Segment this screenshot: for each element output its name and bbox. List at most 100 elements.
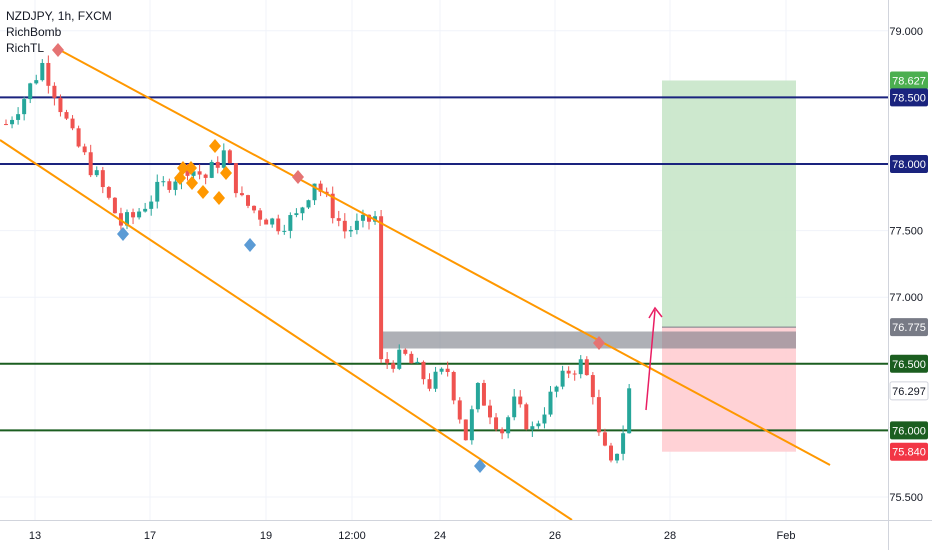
candle-body <box>572 373 577 375</box>
candle-body <box>4 124 8 126</box>
candle <box>488 399 492 425</box>
candle-body <box>560 370 565 387</box>
price-label-box <box>890 88 928 107</box>
price-label-support: 76.000 <box>890 421 928 440</box>
candle <box>342 213 347 239</box>
candle <box>239 186 244 197</box>
candle <box>4 119 8 126</box>
candle-body <box>276 218 281 232</box>
candle-body <box>10 119 15 125</box>
candle-body <box>475 382 480 410</box>
candle <box>282 224 287 235</box>
price-label-text: 78.627 <box>892 75 926 87</box>
price-label-box <box>890 354 928 373</box>
candle-body <box>439 368 444 372</box>
candle-body <box>143 208 148 212</box>
candle <box>76 125 81 148</box>
candle <box>548 386 553 417</box>
candle-body <box>137 211 142 218</box>
price-label-last: 76.297 <box>889 381 929 401</box>
candle-body <box>391 363 396 369</box>
candle <box>294 208 299 218</box>
candle <box>167 178 172 193</box>
candle-body <box>602 432 607 446</box>
candle <box>481 379 486 406</box>
candle-body <box>227 150 232 164</box>
time-tick-label: 26 <box>549 530 561 542</box>
price-tick-label: 77.000 <box>889 292 923 304</box>
candle-body <box>28 83 33 100</box>
candle-body <box>64 112 69 119</box>
candle <box>64 109 69 120</box>
candle <box>306 199 311 209</box>
candle <box>318 180 323 197</box>
signal-marker <box>186 176 198 190</box>
price-label-support: 76.500 <box>890 354 928 373</box>
candle <box>421 360 426 385</box>
candle-body <box>167 181 172 190</box>
candle <box>215 156 220 174</box>
candle-body <box>330 193 335 219</box>
candle <box>590 372 595 405</box>
candle-body <box>590 375 595 398</box>
candle <box>246 194 250 209</box>
time-tick-label: Feb <box>777 530 796 542</box>
candle-body <box>548 391 553 415</box>
candle-body <box>409 353 414 364</box>
price-label-box <box>890 71 928 90</box>
candle <box>227 149 232 164</box>
signal-marker <box>209 139 221 153</box>
indicator-richtl[interactable]: RichTL <box>6 41 45 55</box>
candle <box>16 107 21 125</box>
candle <box>536 420 541 429</box>
candle <box>40 59 45 82</box>
candle <box>131 208 136 225</box>
candle <box>560 365 565 390</box>
candle <box>469 405 474 445</box>
bottom-marker <box>474 459 486 473</box>
candle-body <box>518 396 523 405</box>
candle-body <box>70 118 75 129</box>
candle <box>609 442 613 463</box>
indicator-richbomb[interactable]: RichBomb <box>6 25 62 39</box>
time-tick-label: 24 <box>434 530 446 542</box>
candle <box>354 213 359 235</box>
price-label-resistance: 78.000 <box>890 155 928 173</box>
candle-body <box>342 220 347 232</box>
candle <box>112 197 117 214</box>
candle-body <box>112 197 117 214</box>
candle-body <box>451 372 456 401</box>
symbol-title[interactable]: NZDJPY, 1h, FXCM <box>6 9 112 23</box>
candle-body <box>445 368 450 373</box>
price-label-text: 78.500 <box>892 92 926 104</box>
candle-body <box>258 210 263 220</box>
candle <box>270 217 275 228</box>
candle <box>445 361 450 377</box>
bottom-marker <box>117 227 129 241</box>
candles-group <box>4 55 632 464</box>
candle <box>252 205 257 214</box>
candle-body <box>469 409 474 441</box>
candle <box>433 366 438 392</box>
candle-body <box>385 359 390 364</box>
candle-body <box>306 200 311 208</box>
candle <box>94 166 99 178</box>
candle-body <box>88 152 93 176</box>
candle-body <box>512 396 517 418</box>
projection-arrowhead <box>648 306 663 319</box>
candle-body <box>403 349 408 354</box>
candle <box>621 425 626 461</box>
price-label-box <box>890 155 928 173</box>
candle <box>596 389 601 436</box>
candle <box>463 419 468 441</box>
channel-upper-line <box>55 47 831 466</box>
candle <box>572 370 577 381</box>
price-label-box <box>889 381 929 401</box>
time-tick-label: 17 <box>144 530 156 542</box>
candle-body <box>524 404 529 430</box>
candle <box>233 162 238 198</box>
candle-body <box>100 170 105 188</box>
candle-body <box>161 181 166 183</box>
candle <box>385 352 390 369</box>
